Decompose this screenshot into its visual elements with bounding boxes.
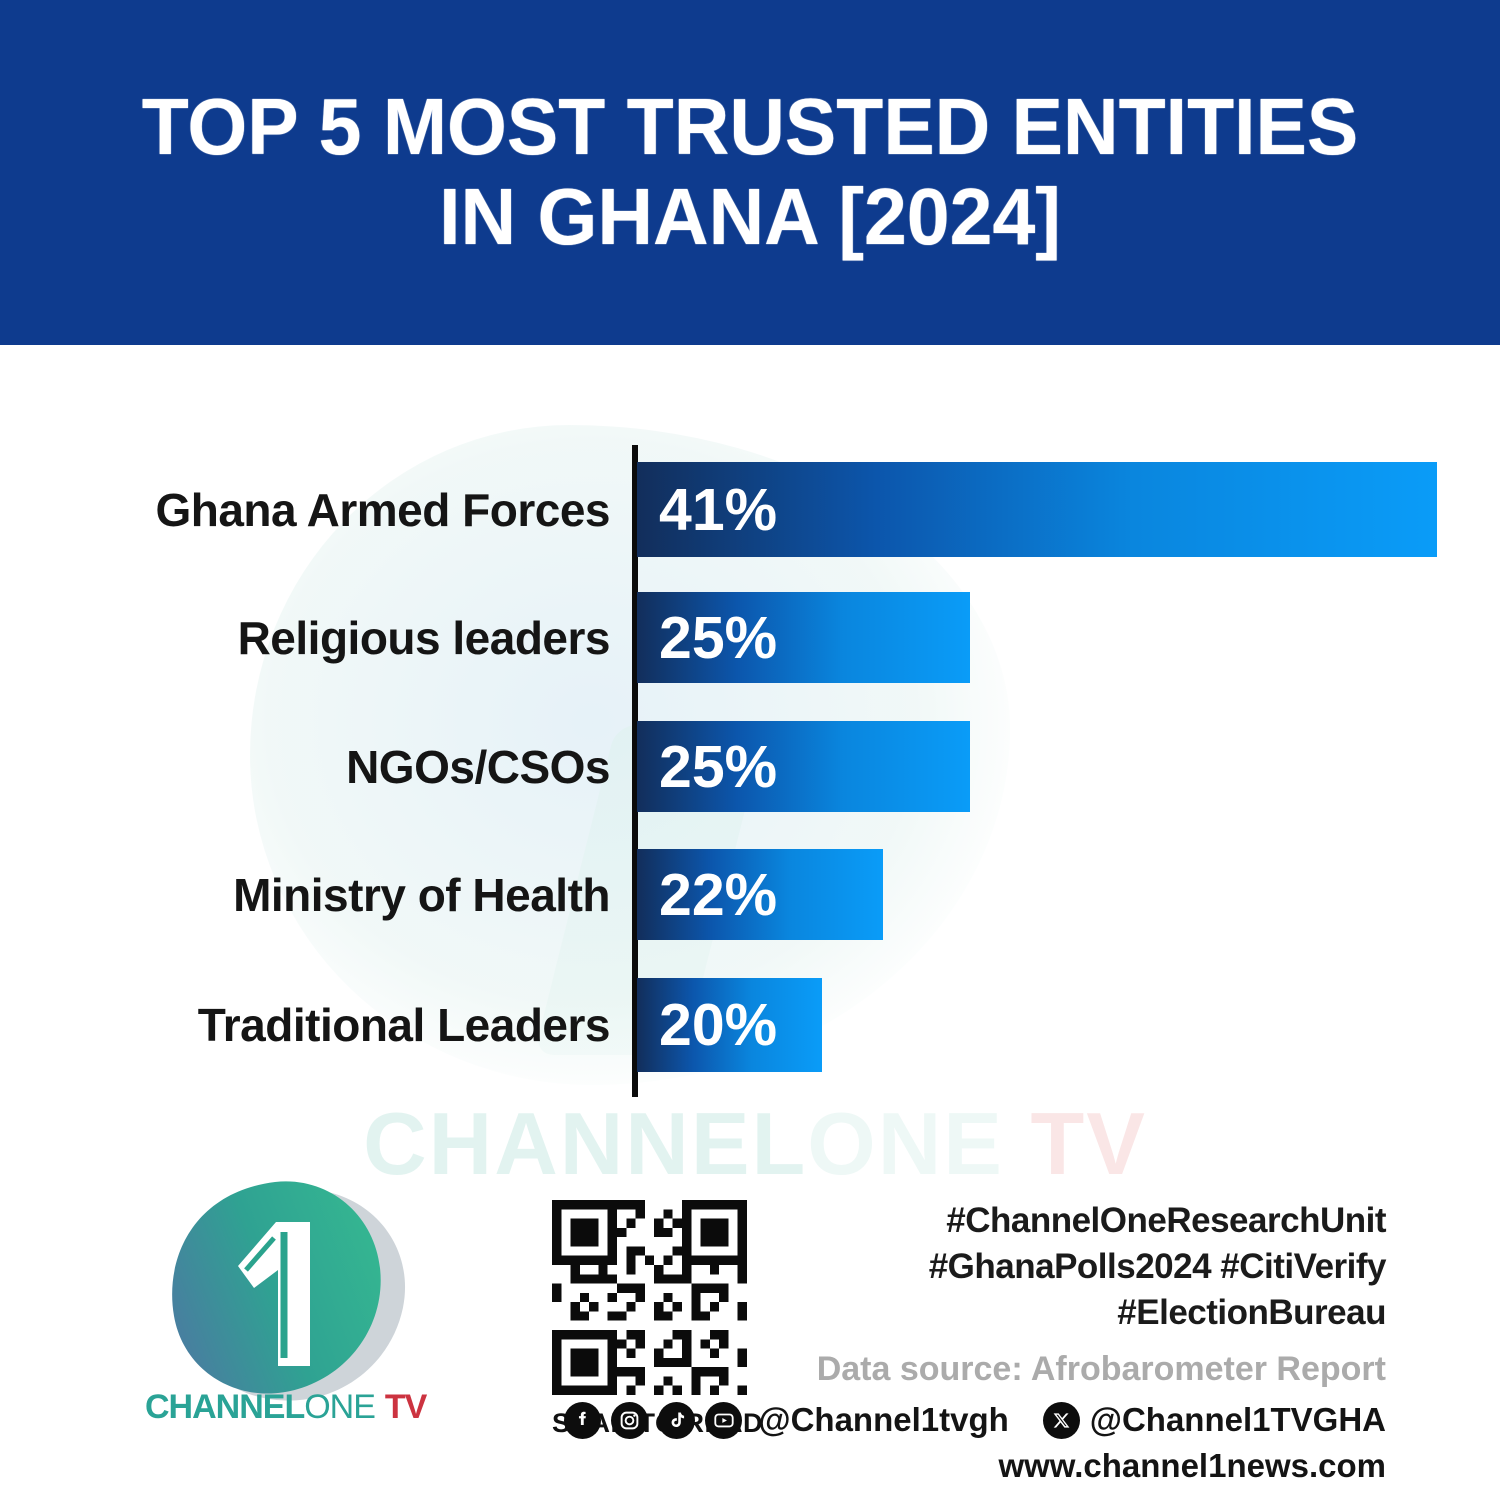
- watermark-one: ONE: [807, 1094, 1004, 1193]
- brand-one: ONE: [304, 1388, 376, 1426]
- bar: 25%: [637, 592, 970, 683]
- tiktok-icon: [658, 1401, 696, 1439]
- youtube-icon: [705, 1401, 743, 1439]
- social-row: @Channel1tvgh @Channel1TVGHA: [564, 1401, 1386, 1439]
- social-handle-x: @Channel1TVGHA: [1089, 1401, 1386, 1438]
- bar: 22%: [637, 849, 883, 940]
- bar-chart: Ghana Armed Forces 41% Religious leaders…: [0, 345, 1500, 1105]
- brand-tv: TV: [384, 1388, 427, 1426]
- social-handle-main: @Channel1tvgh: [758, 1401, 1009, 1438]
- category-label: Ghana Armed Forces: [155, 483, 610, 536]
- page-title-line1: TOP 5 MOST TRUSTED ENTITIES: [141, 82, 1359, 173]
- page-title-line2: IN GHANA [2024]: [439, 171, 1061, 262]
- bar-row-ministry-of-health: Ministry of Health 22%: [0, 849, 1500, 940]
- logo-one-numeral: [238, 1222, 310, 1366]
- bar: 20%: [637, 978, 822, 1072]
- bar-row-ghana-armed-forces: Ghana Armed Forces 41%: [0, 462, 1500, 557]
- x-icon: [1042, 1401, 1080, 1439]
- y-axis-line: [632, 445, 638, 1097]
- brand-channel: CHANNEL: [145, 1388, 305, 1426]
- logo-blob-graphic: [172, 1181, 406, 1401]
- value-label: 25%: [659, 604, 778, 671]
- value-label: 25%: [659, 733, 778, 800]
- category-label: Traditional Leaders: [197, 999, 611, 1051]
- watermark-tv: TV: [1004, 1094, 1147, 1193]
- logo-teal-blob: [172, 1181, 381, 1394]
- hashtags-line3: #ElectionBureau: [1117, 1293, 1386, 1332]
- bar: 25%: [637, 721, 970, 812]
- instagram-icon: [611, 1401, 649, 1439]
- footer-info-block: #ChannelOneResearchUnit #GhanaPolls2024 …: [564, 1198, 1387, 1485]
- watermark-text: CHANNELONE TV: [363, 1093, 1147, 1195]
- bar-row-traditional-leaders: Traditional Leaders 20%: [0, 978, 1500, 1072]
- value-label: 41%: [659, 476, 778, 543]
- facebook-icon: [564, 1401, 602, 1439]
- header-banner: TOP 5 MOST TRUSTED ENTITIES IN GHANA [20…: [0, 0, 1500, 345]
- category-label: Religious leaders: [237, 611, 611, 664]
- website-url: www.channel1news.com: [998, 1447, 1386, 1484]
- watermark-channel: CHANNEL: [363, 1094, 808, 1193]
- hashtags-line1: #ChannelOneResearchUnit: [946, 1201, 1386, 1240]
- category-label: Ministry of Health: [233, 868, 610, 921]
- category-label: NGOs/CSOs: [346, 740, 610, 793]
- bar: 41%: [637, 462, 1437, 557]
- value-label: 20%: [659, 992, 778, 1058]
- channel-one-tv-logo: [150, 1170, 410, 1410]
- bar-row-religious-leaders: Religious leaders 25%: [0, 592, 1500, 683]
- brand-wordmark: CHANNELONE TV: [145, 1388, 427, 1427]
- bar-row-ngos-csos: NGOs/CSOs 25%: [0, 721, 1500, 812]
- qr-code: [552, 1200, 747, 1395]
- data-source-note: Data source: Afrobarometer Report: [816, 1350, 1386, 1388]
- hashtags-line2: #GhanaPolls2024 #CitiVerify: [928, 1247, 1387, 1286]
- value-label: 22%: [659, 861, 778, 928]
